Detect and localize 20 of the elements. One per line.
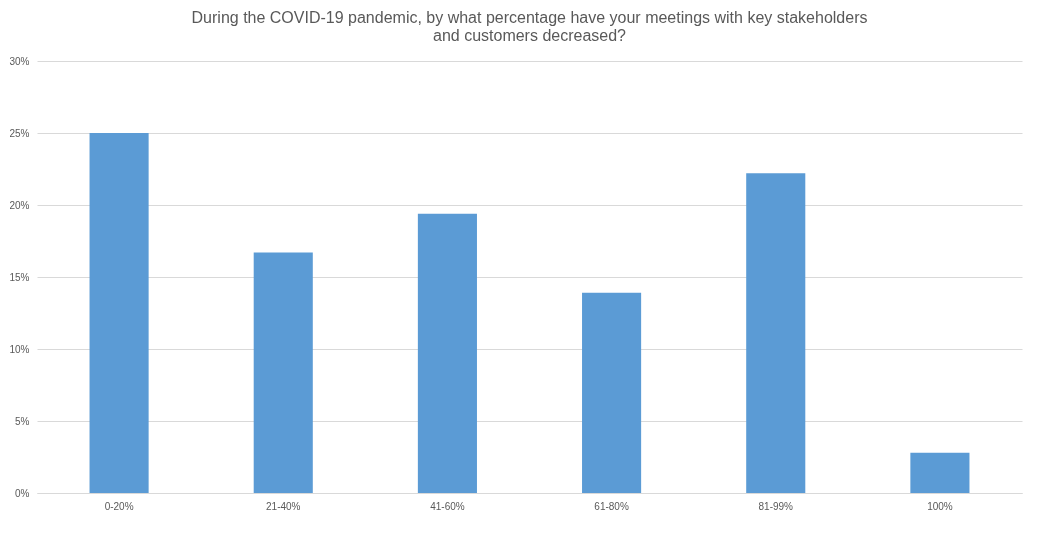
y-tick-label: 15%	[9, 271, 30, 283]
y-tick-label: 30%	[9, 55, 30, 67]
x-tick-label: 21-40%	[266, 500, 301, 512]
bar	[253, 252, 313, 493]
y-tick-label: 10%	[9, 343, 30, 355]
bar	[417, 213, 477, 493]
x-tick-label: 0-20%	[104, 500, 134, 512]
y-tick-label: 20%	[9, 199, 30, 211]
x-tick-label: 41-60%	[430, 500, 465, 512]
x-tick-label: 100%	[927, 500, 953, 512]
x-tick-label: 81-99%	[758, 500, 794, 512]
bar	[746, 173, 806, 493]
bar	[89, 133, 149, 493]
x-tick-label: 61-80%	[594, 500, 629, 512]
y-tick-label: 25%	[9, 127, 30, 139]
bar	[910, 452, 970, 493]
chart-title: During the COVID-19 pandemic, by what percentage have your meetings with key stakeholders and customers decreased?	[191, 9, 868, 44]
bar	[582, 292, 642, 493]
y-tick-label: 0%	[15, 487, 30, 499]
y-tick-label: 5%	[15, 415, 30, 427]
